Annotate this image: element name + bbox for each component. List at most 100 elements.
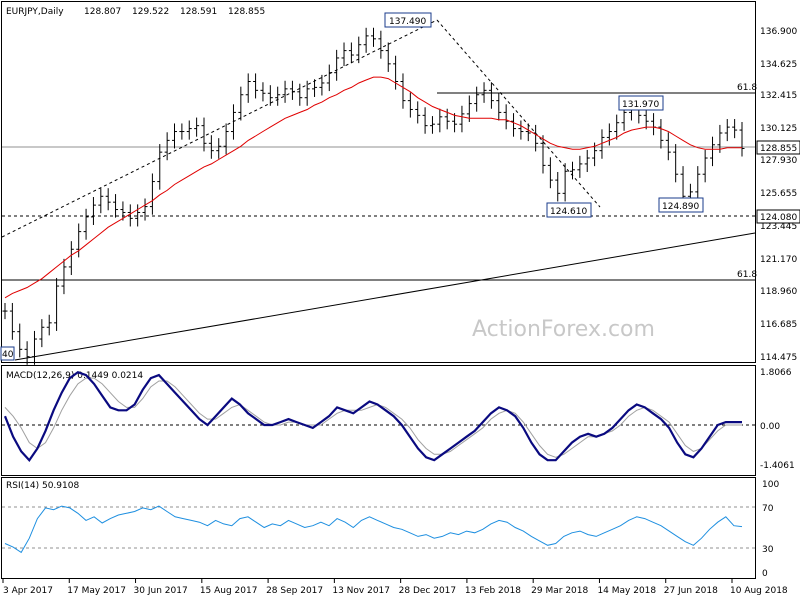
rsi-tick: 0 [762, 569, 768, 579]
price-bar [98, 188, 104, 214]
price-bar [569, 161, 575, 180]
date-tick-label: 29 Mar 2018 [531, 586, 588, 596]
rsi-pane-frame [1, 477, 756, 579]
macd-signal-value: 0.0214 [112, 371, 144, 381]
ohlc-open: 128.807 [84, 7, 121, 17]
timeframe-text: Daily [41, 7, 64, 17]
price-bars [2, 27, 745, 365]
price-bar [54, 277, 60, 331]
price-bar [83, 208, 89, 240]
price-bar [341, 42, 347, 67]
price-bar [201, 117, 207, 152]
price-bar [348, 42, 354, 64]
price-bar [275, 86, 281, 106]
price-bar [312, 79, 318, 97]
price-bar [429, 116, 435, 134]
ohlc-close: 128.855 [228, 7, 265, 17]
price-bar [238, 86, 244, 121]
price-pane-frame [1, 1, 756, 363]
price-bar [164, 132, 170, 161]
price-bar [319, 74, 325, 96]
price-bar [267, 85, 273, 106]
price-bar [385, 42, 391, 72]
price-bar [422, 107, 428, 134]
price-bar [371, 27, 376, 47]
price-bar [68, 241, 74, 276]
price-bar [334, 49, 340, 81]
price-bar [76, 223, 82, 258]
price-bar [665, 132, 671, 161]
macd-tick: 0.00 [760, 422, 780, 432]
price-bar [304, 80, 310, 106]
price-tick: 127.930 [760, 156, 797, 166]
price-bar [437, 108, 443, 133]
current-price-box: 128.855 [756, 140, 800, 155]
date-tick-label: 30 Jun 2017 [134, 586, 188, 596]
price-bar [695, 166, 701, 200]
rsi-line [4, 505, 743, 554]
current-price-label: 128.855 [760, 144, 797, 154]
watermark: ActionForex.com [472, 317, 655, 342]
fib-label-lower: 61.8 [737, 270, 757, 280]
date-tick-label: 17 May 2017 [67, 586, 126, 596]
price-bar [717, 124, 723, 153]
price-bar [105, 188, 111, 211]
price-bar [127, 204, 133, 227]
price-tick: 123.445 [760, 222, 797, 232]
price-bar [643, 107, 649, 130]
price-bar [710, 136, 716, 167]
price-bar [724, 119, 730, 142]
price-bar [2, 302, 8, 320]
rsi-header: RSI(14) 50.9108 [6, 481, 79, 491]
price-axis: 136.900 134.625 132.415 130.125 127.930 … [756, 27, 800, 363]
macd-header: MACD(12,26,9) 0.1449 0.0214 [6, 371, 143, 381]
price-tick: 116.685 [760, 320, 797, 330]
rsi-value: 50.9108 [42, 481, 79, 491]
price-bar [400, 73, 406, 109]
price-bar [466, 95, 472, 122]
price-bar [135, 204, 141, 227]
price-bar [46, 314, 52, 336]
macd-main-value: 0.1449 [77, 371, 109, 381]
price-bar [606, 123, 612, 146]
price-bar [584, 149, 590, 173]
price-bar [142, 198, 148, 221]
annotation-124610: 124.610 [546, 202, 592, 218]
price-bar [289, 80, 295, 100]
price-bar [260, 82, 266, 102]
price-bar [474, 86, 480, 112]
rsi-tick: 70 [762, 504, 774, 514]
price-bar [658, 119, 664, 149]
price-bar [555, 172, 561, 202]
price-tick: 132.415 [760, 91, 797, 101]
date-axis: 3 Apr 2017 17 May 2017 30 Jun 2017 15 Aug 2… [2, 579, 788, 596]
annotation-131970: 131.970 [618, 95, 664, 111]
price-bar [31, 330, 37, 365]
price-bar [577, 155, 583, 178]
date-tick-label: 3 Apr 2017 [3, 586, 53, 596]
price-bar [179, 123, 185, 140]
date-tick-label: 28 Sep 2017 [266, 586, 323, 596]
price-bar [24, 341, 30, 365]
price-bar [149, 173, 155, 215]
macd-main-line [3, 370, 742, 462]
annotation-124890-text: 124.890 [662, 202, 699, 212]
macd-title: MACD(12,26,9) [6, 371, 74, 381]
price-bar [702, 149, 708, 183]
rsi-title: RSI(14) [6, 481, 39, 491]
price-tick: 130.125 [760, 124, 797, 134]
annotation-left-40: 40 [0, 346, 15, 361]
price-bar [732, 119, 738, 139]
date-tick-label: 10 Aug 2018 [730, 586, 788, 596]
annotation-high-137490: 137.490 [384, 12, 432, 28]
price-bar [253, 73, 259, 99]
price-bar [90, 197, 96, 225]
price-tick: 125.655 [760, 189, 797, 199]
date-tick-label: 15 Aug 2017 [200, 586, 258, 596]
chart-header-symbol: EURJPY,Daily [6, 7, 64, 17]
price-bar [488, 82, 494, 109]
price-bar [186, 120, 192, 140]
price-bar [39, 319, 45, 348]
annotation-124610-text: 124.610 [550, 207, 587, 217]
price-bar [113, 194, 119, 218]
